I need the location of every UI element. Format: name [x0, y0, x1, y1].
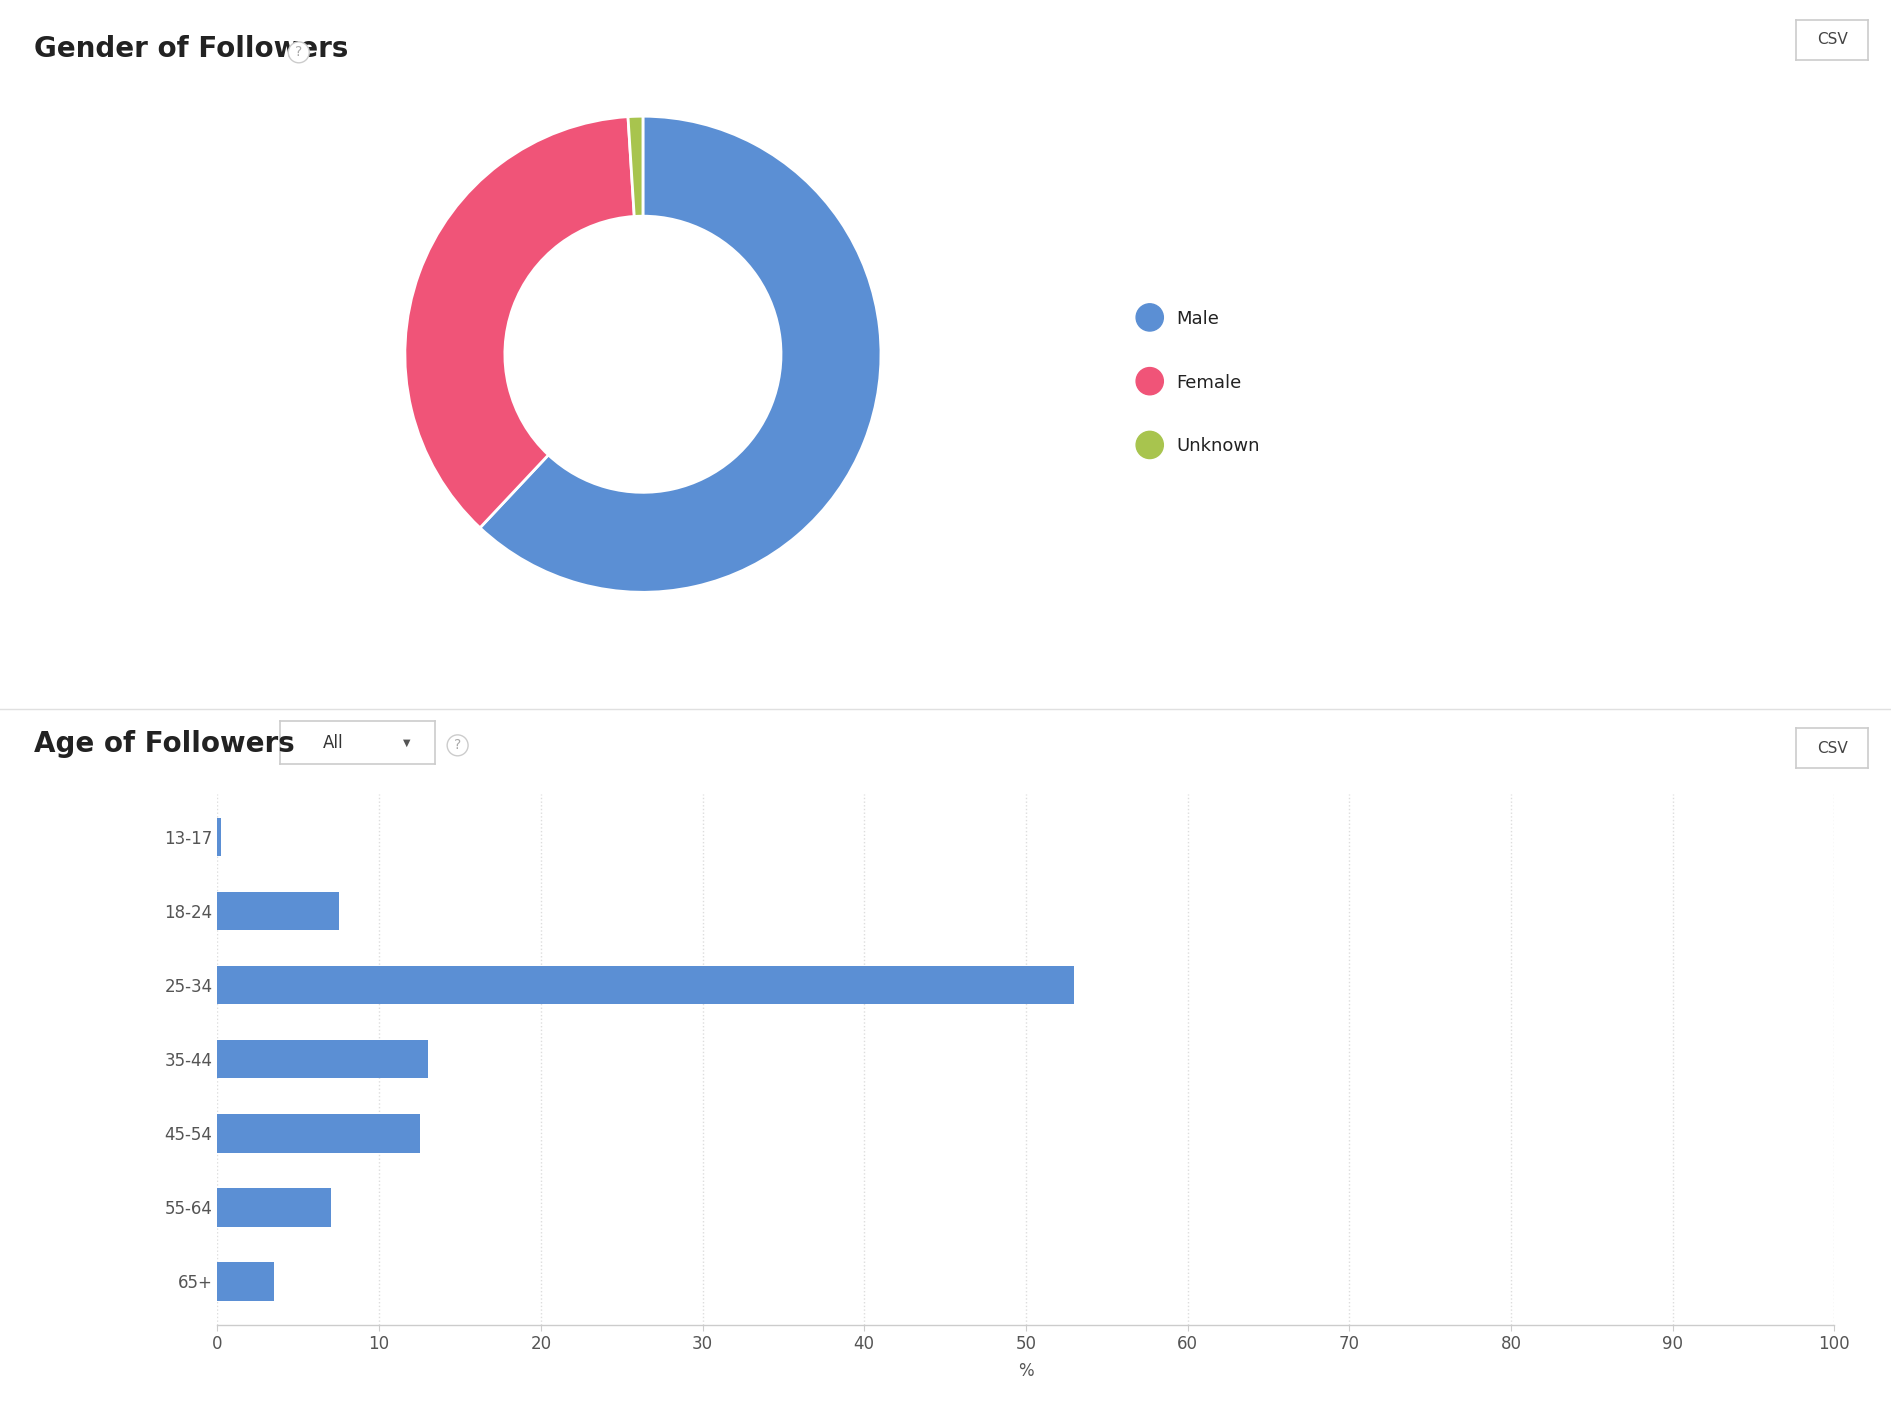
- Text: ?: ?: [295, 45, 303, 60]
- Text: CSV: CSV: [1817, 741, 1848, 755]
- Bar: [217, 1187, 331, 1227]
- Text: All: All: [323, 734, 344, 751]
- Circle shape: [1136, 303, 1163, 332]
- Bar: [217, 1040, 427, 1078]
- Text: ▼: ▼: [403, 737, 410, 748]
- Wedge shape: [628, 116, 643, 217]
- Text: ?: ?: [454, 738, 461, 752]
- Text: Age of Followers: Age of Followers: [34, 730, 295, 758]
- Wedge shape: [480, 116, 881, 592]
- Bar: [217, 1114, 420, 1152]
- Bar: [217, 891, 338, 931]
- Circle shape: [1136, 367, 1163, 395]
- X-axis label: %: %: [1017, 1362, 1034, 1380]
- Text: Unknown: Unknown: [1176, 438, 1259, 455]
- Text: Gender of Followers: Gender of Followers: [34, 35, 348, 64]
- Bar: [217, 1263, 274, 1301]
- Bar: [217, 818, 221, 856]
- Text: Male: Male: [1176, 310, 1220, 327]
- Circle shape: [1136, 431, 1163, 459]
- Text: Female: Female: [1176, 374, 1242, 391]
- Bar: [217, 966, 1074, 1005]
- Text: CSV: CSV: [1817, 33, 1848, 47]
- Wedge shape: [405, 116, 633, 527]
